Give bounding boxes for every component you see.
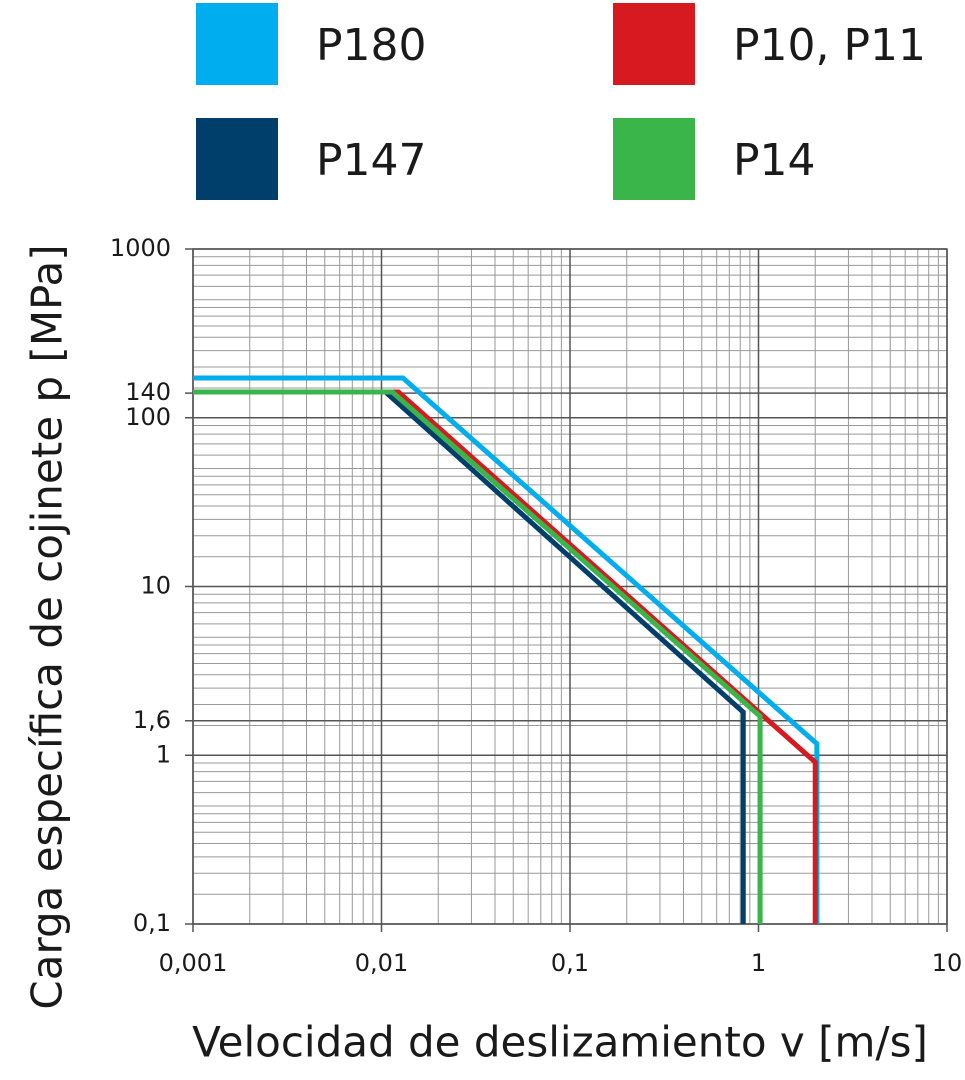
- y-tick-label: 1,6: [133, 706, 171, 734]
- y-axis-title: Carga específica de cojinete p [MPa]: [23, 244, 72, 1009]
- legend-label: P147: [316, 135, 427, 186]
- legend-label: P180: [316, 20, 427, 71]
- series-line: [193, 389, 746, 924]
- legend-label: P14: [733, 135, 816, 186]
- legend-swatch: [613, 118, 695, 200]
- y-tick-label: 100: [125, 403, 171, 431]
- y-tick-label: 140: [125, 378, 171, 406]
- legend-swatch: [196, 118, 278, 200]
- x-tick-label: 0,001: [159, 949, 228, 977]
- x-tick-label: 0,1: [551, 949, 589, 977]
- series-line: [193, 375, 820, 924]
- x-tick-label: 10: [932, 949, 963, 977]
- series-line: [193, 389, 763, 924]
- x-tick-label: 0,01: [355, 949, 408, 977]
- plot-frame: [192, 248, 948, 925]
- legend-label: P10, P11: [733, 20, 926, 71]
- legend-swatch: [613, 3, 695, 85]
- y-tick-label: 0,1: [133, 909, 171, 937]
- y-tick-label: 1000: [110, 234, 171, 262]
- y-tick-label: 10: [140, 572, 171, 600]
- legend-swatch: [196, 3, 278, 85]
- y-tick-label: 1: [156, 740, 171, 768]
- x-axis-title: Velocidad de deslizamiento v [m/s]: [192, 1018, 928, 1067]
- x-tick-label: 1: [751, 949, 766, 977]
